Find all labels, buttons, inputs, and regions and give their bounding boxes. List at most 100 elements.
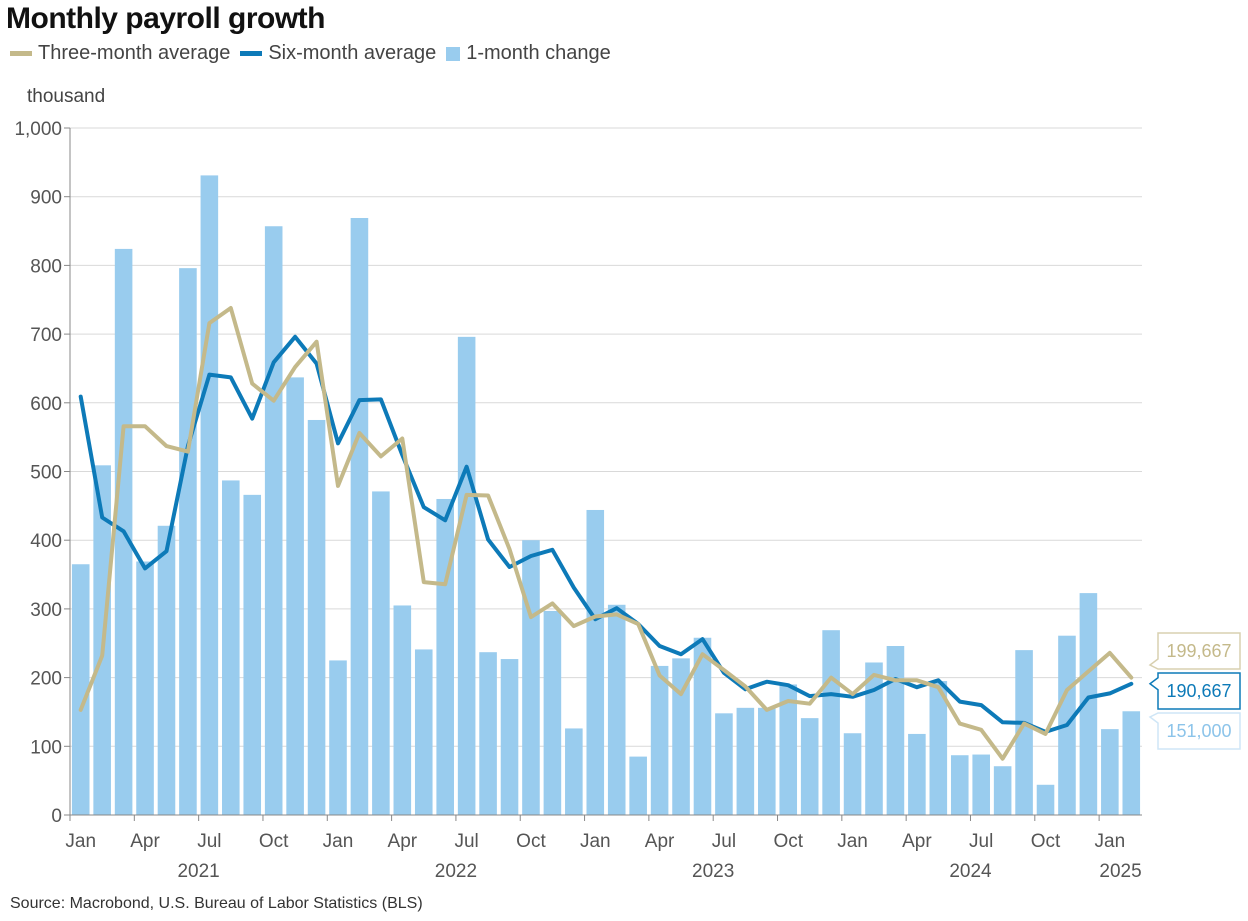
- bar: [607, 604, 626, 815]
- bar: [1079, 593, 1098, 815]
- x-month-label: Jan: [837, 831, 868, 852]
- x-month-label: Apr: [130, 831, 160, 852]
- bar: [393, 605, 412, 815]
- one-month-end-label-box: [1148, 712, 1241, 750]
- x-month-label: Jul: [712, 831, 736, 852]
- bar: [1101, 729, 1119, 815]
- bar: [758, 707, 776, 815]
- three-month-line: [78, 306, 1134, 761]
- x-month-label: Jul: [454, 831, 478, 852]
- bar: [372, 491, 390, 815]
- x-month-label: Apr: [645, 831, 675, 852]
- x-month-label: Jan: [323, 831, 354, 852]
- bar: [950, 755, 969, 815]
- y-tick-label: 200: [30, 669, 62, 690]
- bar: [865, 662, 883, 815]
- legend-swatch-three-month: [10, 51, 32, 56]
- legend-label-one-month: 1-month change: [466, 42, 611, 64]
- bar: [136, 561, 154, 815]
- x-month-label: Jan: [1095, 831, 1126, 852]
- three-month-end-label-box: [1148, 632, 1241, 670]
- bar: [886, 645, 905, 815]
- bar: [71, 564, 90, 815]
- y-tick-label: 0: [51, 806, 62, 827]
- legend-swatch-six-month: [240, 51, 263, 56]
- bar: [243, 494, 262, 815]
- x-year-label: 2024: [949, 861, 992, 882]
- bar: [543, 610, 562, 815]
- x-month-label: Apr: [388, 831, 418, 852]
- x-year-label: 2022: [435, 861, 477, 882]
- bar: [650, 665, 669, 815]
- three-month-end-label: 199,667: [1166, 641, 1231, 661]
- x-month-label: Jul: [197, 831, 221, 852]
- bar: [264, 226, 283, 816]
- bar: [286, 377, 304, 815]
- bar: [307, 419, 326, 815]
- legend-one-month: 1-month change: [446, 42, 611, 65]
- bar: [522, 540, 540, 815]
- bar: [672, 658, 690, 815]
- bar: [972, 754, 990, 815]
- bar: [1122, 711, 1141, 815]
- x-year-label: 2025: [1099, 861, 1141, 882]
- three-month-end-label-group: 199,667: [1148, 632, 1241, 670]
- bar: [779, 684, 798, 815]
- bar: [929, 681, 948, 815]
- legend-label-six-month: Six-month average: [268, 42, 437, 64]
- six-month-end-label-group: 190,667: [1148, 672, 1241, 710]
- bar: [436, 498, 454, 815]
- bar: [200, 175, 219, 815]
- x-month-label: Oct: [259, 831, 289, 852]
- bar: [736, 707, 755, 815]
- bar: [479, 652, 497, 815]
- y-tick-label: 500: [30, 463, 62, 484]
- bar: [457, 336, 476, 815]
- legend-label-three-month: Three-month average: [38, 42, 231, 64]
- bar: [1015, 650, 1033, 815]
- y-tick-label: 900: [30, 188, 62, 209]
- bar: [157, 525, 176, 815]
- six-month-end-label-box: [1148, 672, 1241, 710]
- x-month-label: Oct: [516, 831, 546, 852]
- x-month-label: Oct: [1031, 831, 1061, 852]
- bar: [629, 756, 647, 815]
- x-month-label: Jul: [969, 831, 993, 852]
- x-year-label: 2021: [177, 861, 219, 882]
- y-tick-label: 600: [30, 394, 62, 415]
- bar: [908, 733, 926, 815]
- bar: [500, 659, 519, 815]
- source-note: Source: Macrobond, U.S. Bureau of Labor …: [10, 895, 423, 912]
- bar: [715, 713, 733, 815]
- bar: [693, 637, 712, 815]
- legend: Three-month average Six-month average 1-…: [10, 42, 621, 65]
- bar: [1036, 784, 1055, 815]
- six-month-end-label: 190,667: [1166, 681, 1231, 701]
- y-tick-label: 100: [30, 737, 62, 758]
- bar: [586, 509, 605, 815]
- bar: [822, 630, 840, 815]
- y-tick-label: 700: [30, 325, 62, 346]
- x-month-label: Jan: [580, 831, 611, 852]
- bar: [222, 480, 240, 815]
- y-tick-label: 1,000: [14, 119, 62, 140]
- x-month-label: Jan: [65, 831, 96, 852]
- bar: [329, 660, 347, 815]
- one-month-end-label-group: 151,000: [1148, 712, 1241, 750]
- x-month-label: Oct: [773, 831, 803, 852]
- chart-title: Monthly payroll growth: [6, 2, 326, 35]
- legend-six-month: Six-month average: [240, 42, 436, 65]
- one-month-end-label: 151,000: [1166, 721, 1231, 741]
- bar: [843, 733, 862, 815]
- bar: [414, 649, 433, 815]
- bar: [179, 268, 197, 815]
- y-tick-label: 400: [30, 531, 62, 552]
- bar: [800, 718, 819, 815]
- bar: [565, 728, 583, 815]
- y-tick-label: 300: [30, 600, 62, 621]
- legend-swatch-one-month: [446, 46, 461, 61]
- x-year-label: 2023: [692, 861, 734, 882]
- x-month-label: Apr: [902, 831, 932, 852]
- bar: [993, 766, 1012, 815]
